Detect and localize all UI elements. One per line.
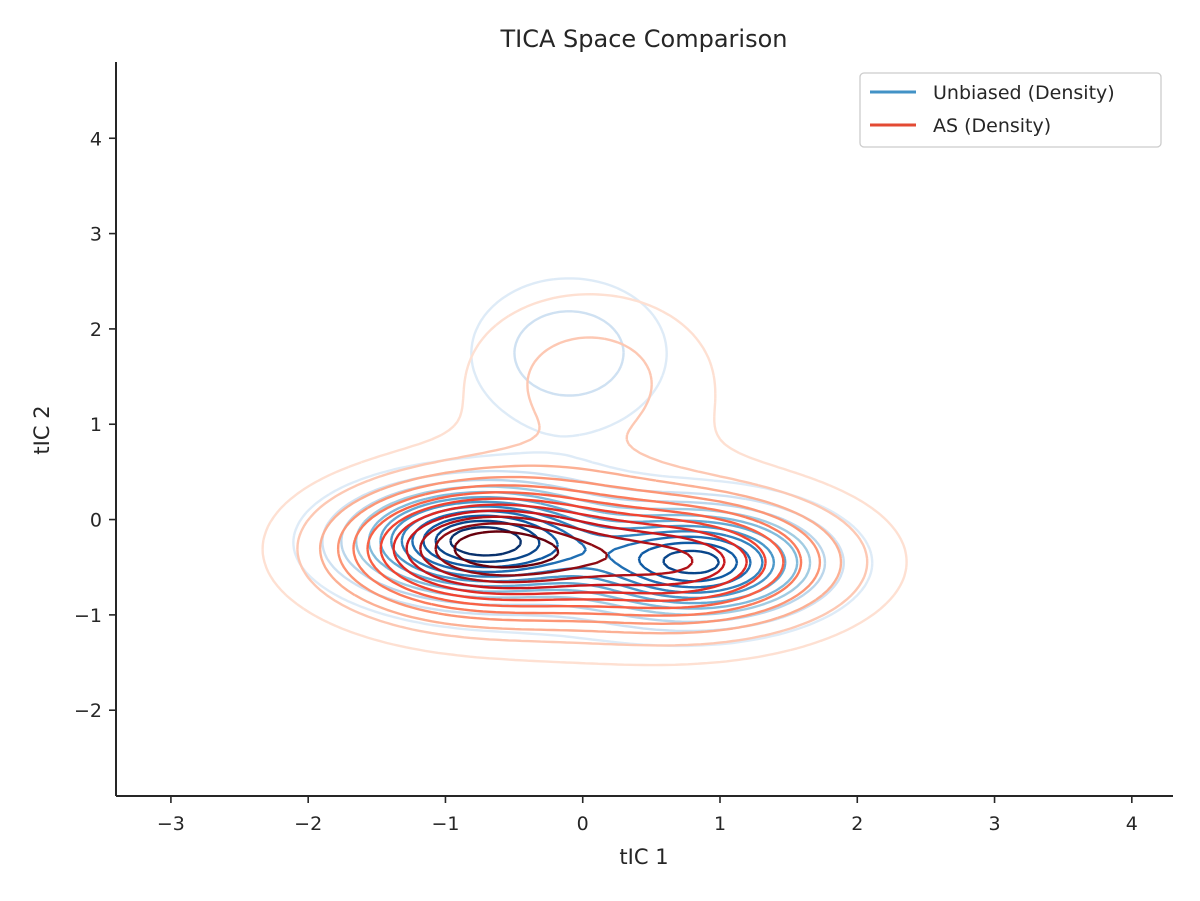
x-axis-label: tIC 1 [619,845,668,869]
y-tick-label: 2 [90,319,102,341]
y-tick-label: 3 [90,224,102,246]
contour-line [354,485,812,616]
contour-line [336,475,822,625]
contour-line [411,509,752,589]
y-axis-label: tIC 2 [30,405,54,454]
legend: Unbiased (Density) AS (Density) [859,72,1162,148]
contour-line [405,509,726,590]
contour-line [453,530,560,569]
y-tick-label: −1 [74,605,102,627]
y-tick-label: 1 [90,414,102,436]
contour-line [392,503,748,596]
contour-line [379,497,767,602]
contour-series-1 [261,293,908,667]
x-tick-label: −1 [431,813,459,835]
contour-line [434,522,608,577]
contour-line [366,491,785,610]
chart-title: TICA Space Comparison [499,25,787,53]
axes: −3 −2 −1 0 1 2 3 4 −2 −1 0 1 2 3 4 [74,62,1173,835]
x-tick-label: −3 [157,813,185,835]
x-tick-label: 2 [851,813,863,835]
legend-label-unbiased: Unbiased (Density) [933,82,1115,104]
y-ticks: −2 −1 0 1 2 3 4 [74,128,116,722]
plot-area [261,277,908,667]
x-tick-label: −2 [294,813,322,835]
legend-label-as: AS (Density) [933,115,1051,137]
x-ticks: −3 −2 −1 0 1 2 3 4 [157,796,1138,835]
x-tick-label: 3 [988,813,1000,835]
contour-layer [261,277,908,667]
contour-line [449,526,522,557]
y-tick-label: −2 [74,700,102,722]
contour-line [419,515,694,584]
contour-line [367,490,799,610]
contour-line [296,336,869,647]
contour-line [352,484,803,617]
contour-line [318,464,843,635]
x-tick-label: 1 [714,813,726,835]
legend-frame [859,72,1162,148]
contour-series-0 [292,277,874,648]
y-tick-label: 0 [90,510,102,532]
x-tick-label: 4 [1126,813,1138,835]
y-tick-label: 4 [90,128,102,150]
x-tick-label: 0 [577,813,589,835]
contour-line [261,293,908,667]
